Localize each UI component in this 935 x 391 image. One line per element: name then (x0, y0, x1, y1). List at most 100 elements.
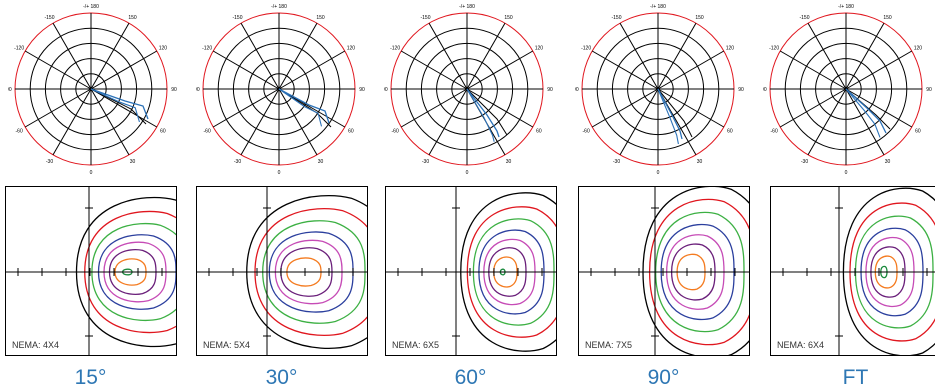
angle-label: 120 (159, 46, 168, 52)
angle-label: -/+ 180 (459, 4, 475, 10)
isofootcandle-chart (197, 187, 367, 355)
polar-diagram: -/+ 180 150 120 90 60 30 0 -30 -60 -90 -120 -150 (384, 4, 553, 176)
angle-label: -60 (392, 129, 399, 135)
angle-label: -60 (16, 129, 23, 135)
beam-caption: 15° (74, 366, 107, 389)
polar-diagram: -/+ 180 150 120 90 60 30 0 -30 -60 -90 -120 -150 (196, 4, 365, 176)
contour-line (75, 196, 176, 348)
panel-4: -/+ 180 150 120 90 60 30 0 -30 -60 -90 -120 -150 NEM… (763, 0, 935, 391)
angle-label: -/+ 180 (271, 4, 287, 10)
angle-label: -60 (204, 129, 211, 135)
panel-0: -/+ 180 150 120 90 60 30 0 -30 -60 -90 -120 -150 NEM… (5, 0, 183, 391)
polar-spoke (428, 22, 468, 90)
isofootcandle-plot: NEMA: 6X4 (770, 186, 935, 356)
polar-curve-secondary (466, 88, 495, 142)
polar-curve-horizontal (845, 88, 887, 134)
panel-1: -/+ 180 150 120 90 60 30 0 -30 -60 -90 -120 -150 NEM… (196, 0, 371, 391)
polar-spoke (240, 22, 280, 90)
angle-label: -30 (613, 159, 620, 165)
polar-spoke (278, 50, 346, 90)
nema-label: NEMA: 4X4 (10, 339, 62, 352)
angle-label: 30 (130, 159, 136, 165)
polar-spoke (400, 88, 468, 128)
angle-label: -150 (420, 15, 430, 21)
isofootcandle-plot: NEMA: 4X4 (5, 186, 177, 356)
angle-label: -60 (583, 129, 590, 135)
beam-caption: FT (842, 366, 869, 389)
angle-label: -/+ 180 (650, 4, 666, 10)
beam-caption: 30° (265, 366, 298, 389)
contour-line (460, 192, 556, 352)
polar-spoke (779, 50, 847, 90)
angle-label: -90 (575, 87, 579, 93)
polar-spoke (466, 22, 506, 90)
polar-spoke (278, 88, 318, 156)
angle-label: -150 (44, 15, 54, 21)
contour-line (91, 222, 176, 322)
angle-label: 60 (727, 129, 733, 135)
angle-label: 150 (504, 15, 513, 21)
contour-line (84, 210, 176, 334)
panel-3: -/+ 180 150 120 90 60 30 0 -30 -60 -90 -120 -150 NEM… (575, 0, 750, 391)
angle-label: 0 (845, 170, 848, 176)
polar-curve-horizontal (466, 88, 500, 138)
polar-diagram: -/+ 180 150 120 90 60 30 0 -30 -60 -90 -120 -150 (8, 4, 177, 176)
polar-spoke (845, 88, 885, 156)
angle-label: -/+ 180 (838, 4, 854, 10)
polar-spoke (657, 50, 725, 90)
angle-label: -90 (763, 87, 767, 93)
polar-spoke (400, 50, 468, 90)
angle-label: 60 (915, 129, 921, 135)
polar-curve-vertical (466, 88, 508, 136)
angle-label: 60 (348, 129, 354, 135)
angle-label: 90 (926, 87, 932, 93)
angle-label: -30 (801, 159, 808, 165)
beam-caption: 60° (454, 366, 487, 389)
angle-label: 90 (738, 87, 744, 93)
polar-spoke (466, 88, 534, 128)
contour-line (842, 187, 935, 355)
polar-diagram: -/+ 180 150 120 90 60 30 0 -30 -60 -90 -120 -150 (763, 4, 932, 176)
isofootcandle-chart (386, 187, 556, 355)
angle-label: 150 (695, 15, 704, 21)
angle-label: 120 (535, 46, 544, 52)
angle-label: -120 (390, 46, 400, 52)
polar-spoke (90, 50, 158, 90)
polar-spoke (428, 88, 468, 156)
angle-label: -90 (196, 87, 200, 93)
polar-spoke (24, 88, 92, 128)
angle-label: 120 (726, 46, 735, 52)
polar-spoke (278, 22, 318, 90)
angle-label: 30 (506, 159, 512, 165)
angle-label: 0 (90, 170, 93, 176)
angle-label: -120 (14, 46, 24, 52)
polar-spoke (619, 88, 659, 156)
isofootcandle-plot: NEMA: 6X5 (385, 186, 557, 356)
isofootcandle-chart (771, 187, 935, 355)
isofootcandle-chart (579, 187, 749, 355)
angle-label: 0 (278, 170, 281, 176)
angle-label: 120 (347, 46, 356, 52)
angle-label: 30 (318, 159, 324, 165)
angle-label: 90 (547, 87, 553, 93)
panel-2: -/+ 180 150 120 90 60 30 0 -30 -60 -90 -120 -150 NEM… (384, 0, 559, 391)
angle-label: -150 (611, 15, 621, 21)
angle-label: 90 (171, 87, 177, 93)
polar-spoke (52, 88, 92, 156)
polar-spoke (845, 88, 913, 128)
polar-spoke (212, 88, 280, 128)
angle-label: 150 (316, 15, 325, 21)
angle-label: -90 (384, 87, 388, 93)
angle-label: 60 (536, 129, 542, 135)
polar-spoke (807, 88, 847, 156)
contour-line (97, 234, 176, 310)
contour-line (466, 206, 556, 338)
angle-label: -90 (8, 87, 12, 93)
polar-spoke (779, 88, 847, 128)
polar-curve-horizontal (278, 88, 330, 124)
angle-label: 30 (885, 159, 891, 165)
polar-spoke (619, 22, 659, 90)
polar-spoke (212, 50, 280, 90)
polar-curve-secondary (845, 88, 881, 138)
polar-curve-horizontal (90, 88, 149, 120)
